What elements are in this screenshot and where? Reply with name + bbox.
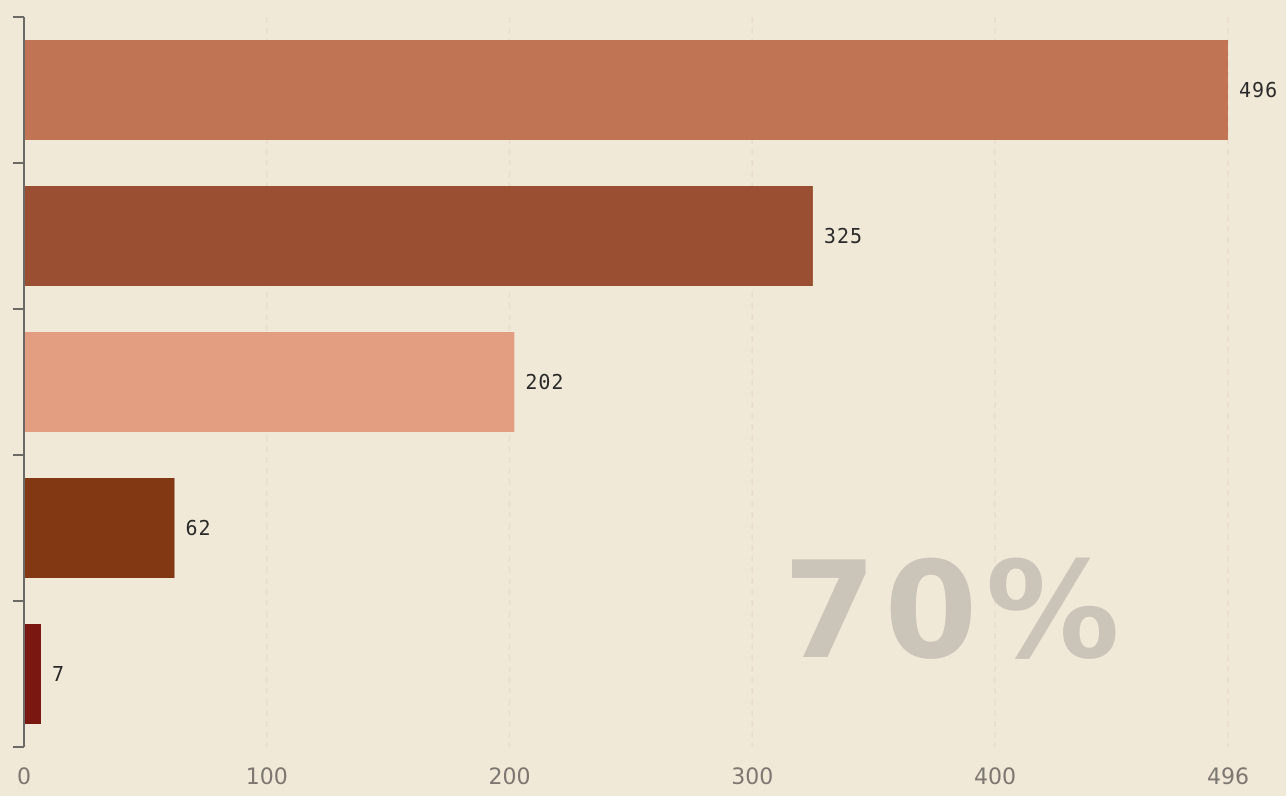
y-axis [13,16,25,748]
bar-value-label: 325 [824,224,863,248]
x-tick-label: 496 [1207,765,1249,790]
bar [24,624,41,724]
bar [24,186,813,286]
bar-value-label: 496 [1239,78,1278,102]
x-tick-label: 200 [488,765,530,790]
bars: 496 325 202 62 7 [24,40,1278,724]
bar-value-label: 62 [186,516,212,540]
x-tick-label: 300 [731,765,773,790]
bar-value-label: 202 [525,370,564,394]
x-axis-ticks: 0 100 200 300 400 496 [17,765,1249,790]
bar [24,40,1228,140]
bar [24,332,515,432]
x-tick-label: 400 [974,765,1016,790]
x-tick-label: 100 [246,765,288,790]
x-tick-label: 0 [17,765,31,790]
bar-value-label: 7 [52,662,65,686]
watermark-annotation: 70% [783,533,1128,689]
bar [24,478,175,578]
